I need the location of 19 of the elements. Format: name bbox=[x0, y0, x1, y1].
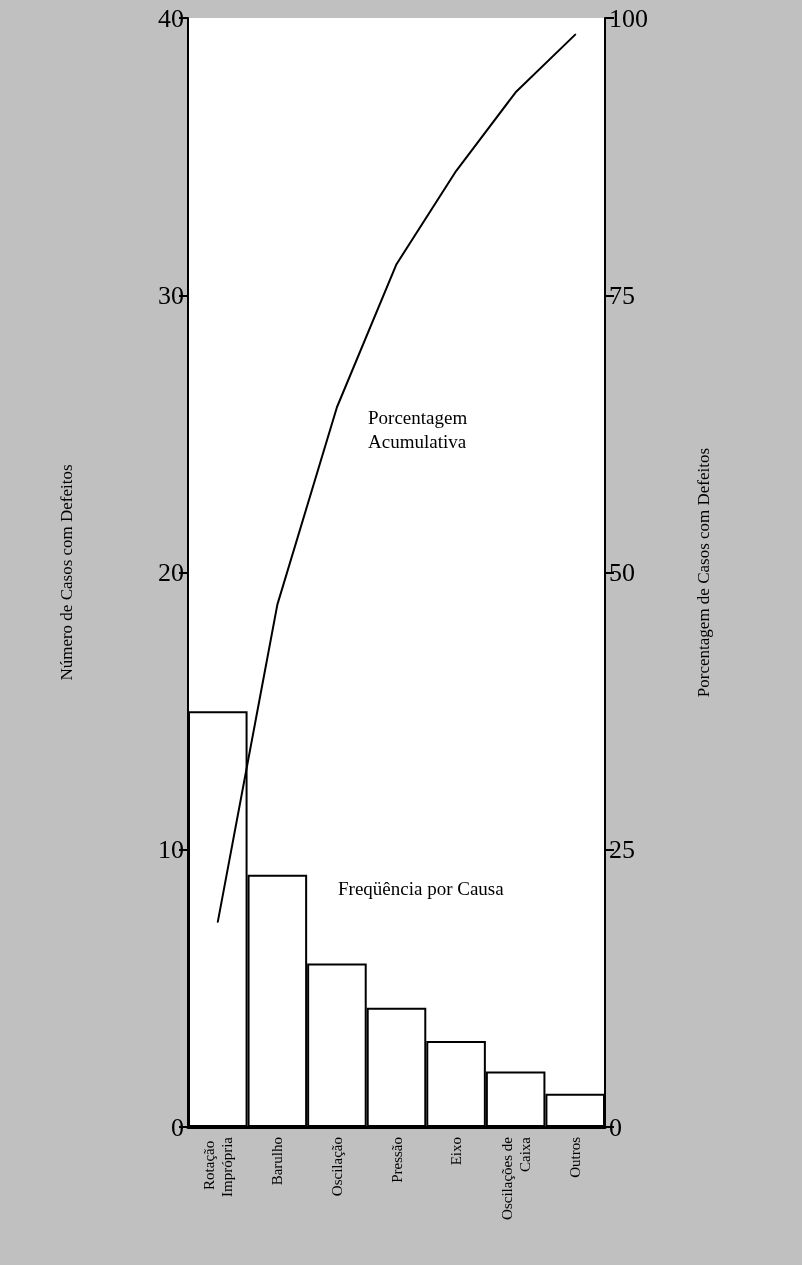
annotation: Porcentagem Acumulativa bbox=[368, 406, 472, 452]
x-tick-label: Eixo bbox=[448, 1137, 465, 1166]
y2-tick-label: 100 bbox=[609, 3, 648, 33]
x-tick-label: Oscilações de Caixa bbox=[498, 1136, 533, 1220]
y-tick-label: 30 bbox=[158, 280, 184, 310]
x-tick-label: Rotação Imprópria bbox=[200, 1136, 235, 1197]
y-axis-title: Número de Casos com Defeitos bbox=[57, 464, 76, 681]
y2-tick-label: 25 bbox=[609, 835, 635, 865]
y2-tick-label: 75 bbox=[609, 280, 635, 310]
y-tick-label: 20 bbox=[158, 558, 184, 587]
annotation: Freqüência por Causa bbox=[338, 877, 505, 899]
y2-axis-title: Porcentagem de Casos com Defeitos bbox=[694, 447, 713, 698]
x-tick-label: Outros bbox=[567, 1136, 584, 1178]
x-tick-label: Pressão bbox=[388, 1137, 405, 1183]
y-tick-label: 10 bbox=[158, 835, 184, 865]
x-tick-label: Oscilação bbox=[328, 1137, 345, 1197]
y2-tick-label: 50 bbox=[609, 558, 635, 587]
y-tick-label: 40 bbox=[158, 3, 184, 33]
x-tick-label: Barulho bbox=[269, 1137, 286, 1186]
